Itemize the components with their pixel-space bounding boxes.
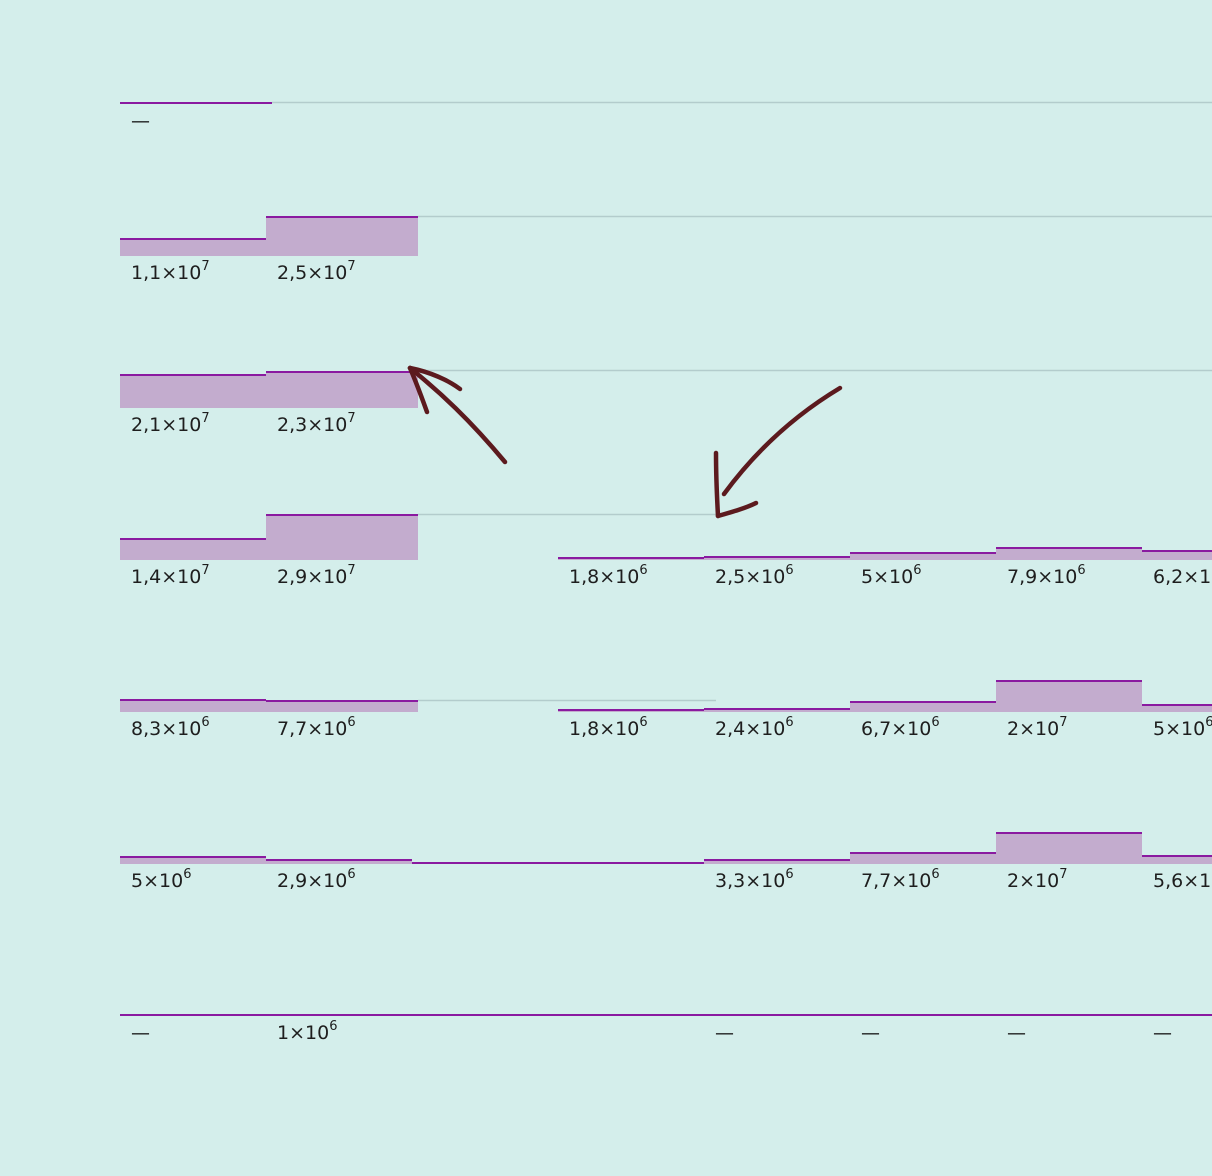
cell-value-label: 2,5×106 xyxy=(715,562,794,588)
arrow-head-left xyxy=(407,365,463,392)
cell-bar xyxy=(120,856,266,864)
cell-value-label: 2,4×106 xyxy=(715,714,794,740)
cell-value-label: 8,3×106 xyxy=(131,714,210,740)
cell-bar xyxy=(120,374,266,408)
cell-value-label: — xyxy=(1153,1022,1172,1044)
cell-bar xyxy=(266,859,412,864)
cell-value-label: 7,7×106 xyxy=(277,714,356,740)
cell-bar xyxy=(704,859,850,864)
cell-value-label: 2,3×107 xyxy=(277,410,356,436)
cell-value-label: 3,3×106 xyxy=(715,866,794,892)
cell-value-label: 5×106 xyxy=(1153,714,1212,740)
cell-bar xyxy=(120,538,266,560)
cell-bar xyxy=(1142,704,1212,712)
cell-value-label: 7,7×106 xyxy=(861,866,940,892)
cell-value-label: 1,4×107 xyxy=(131,562,210,588)
arrow-head-right xyxy=(713,450,721,519)
arrow-head-left xyxy=(407,365,430,415)
cell-bar xyxy=(266,216,418,256)
cell-value-label: 1,8×106 xyxy=(569,714,648,740)
cell-bar xyxy=(996,832,1142,864)
arrow-head-right xyxy=(715,500,759,519)
cell-value-label: — xyxy=(715,1022,734,1044)
cell-value-label: 2,1×107 xyxy=(131,410,210,436)
cell-bar xyxy=(850,552,996,560)
cell-value-label: — xyxy=(861,1022,880,1044)
cell-value-label: 2,9×106 xyxy=(277,866,356,892)
cell-value-label: 2,5×107 xyxy=(277,258,356,284)
arrow-shaft-left xyxy=(407,365,508,465)
cell-bar xyxy=(850,701,996,712)
cell-bar xyxy=(266,371,418,408)
cell-bar xyxy=(850,852,996,864)
cell-value-label: 2,9×107 xyxy=(277,562,356,588)
arrow-shaft-right xyxy=(721,385,843,497)
cell-value-label: 1,8×106 xyxy=(569,562,648,588)
cell-bar xyxy=(996,547,1142,560)
cell-value-label: 5,6×106 xyxy=(1153,870,1212,892)
cell-value-label: 2×107 xyxy=(1007,714,1068,740)
cell-bar xyxy=(996,680,1142,712)
cell-bar xyxy=(266,700,418,712)
cell-bar xyxy=(120,699,266,712)
cell-bar xyxy=(1142,550,1212,560)
cell-value-label: — xyxy=(131,1022,150,1044)
cell-value-label: 6,7×106 xyxy=(861,714,940,740)
cell-value-label: 5×106 xyxy=(131,866,192,892)
cell-bar xyxy=(1142,855,1212,864)
cell-value-label: 6,2×106 xyxy=(1153,566,1212,588)
cell-value-label: — xyxy=(1007,1022,1026,1044)
cell-value-label: 1,1×107 xyxy=(131,258,210,284)
cell-value-label: 5×106 xyxy=(861,562,922,588)
cell-value-label: — xyxy=(131,110,150,132)
cell-bar xyxy=(266,514,418,560)
cell-bar xyxy=(120,238,266,256)
cell-value-label: 7,9×106 xyxy=(1007,562,1086,588)
cell-value-label: 1×106 xyxy=(277,1018,338,1044)
cell-value-label: 2×107 xyxy=(1007,866,1068,892)
